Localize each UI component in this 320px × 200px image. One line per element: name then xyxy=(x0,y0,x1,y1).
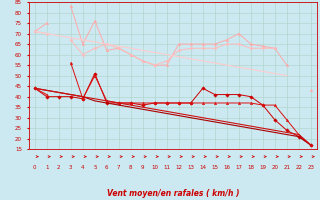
Text: Vent moyen/en rafales ( km/h ): Vent moyen/en rafales ( km/h ) xyxy=(107,189,239,198)
